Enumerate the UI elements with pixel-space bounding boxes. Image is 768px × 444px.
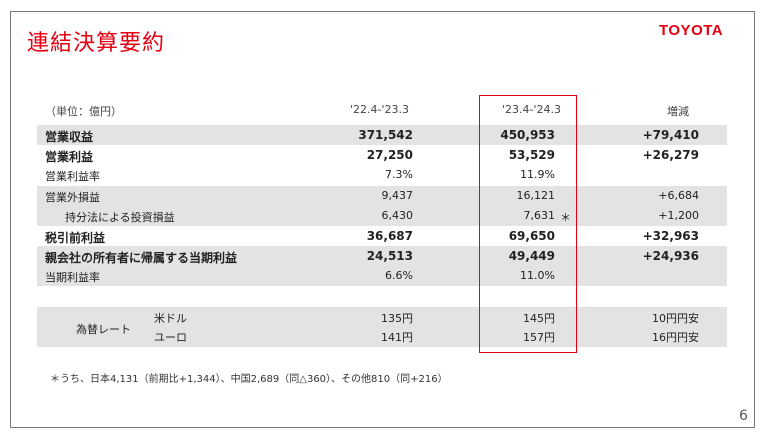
fx-usd-prev: 135円 [381,312,413,325]
row-change-value: +26,279 [642,148,699,162]
row-label: 持分法による投資損益 [65,211,175,224]
row-label: 親会社の所有者に帰属する当期利益 [45,251,238,265]
row-change-value: +32,963 [642,229,699,243]
fx-usd-change: 10円円安 [652,312,699,325]
footnote-mark: ＊ [560,211,571,224]
row-label: 営業外損益 [45,191,100,204]
row-change-value: +1,200 [658,209,699,222]
row-label: 営業利益 [45,150,94,164]
header-change: 増減 [667,105,689,118]
row-change-value: +6,684 [658,189,699,202]
page-number: 6 [739,408,748,424]
row-current-value: 7,631 [523,209,556,222]
row-current-value: 16,121 [516,189,556,202]
table-header: （単位：億円） '22.4-'23.3 '23.4-'24.3 増減 [37,100,727,120]
row-prev-value: 27,250 [366,148,413,162]
row-label: 税引前利益 [45,231,106,245]
fx-eur-label: ユーロ [154,331,187,344]
row-current-value: 69,650 [508,229,555,243]
fx-eur-change: 16円円安 [652,331,699,344]
slide-title: 連結決算要約 [27,31,166,56]
header-prev-period: '22.4-'23.3 [349,103,409,116]
row-label: 当期利益率 [45,271,100,284]
row-prev-value: 7.3% [385,168,413,181]
table-row-operating-income: 営業利益 27,250 53,529 +26,279 [37,145,727,165]
fx-usd-current: 145円 [523,312,555,325]
row-prev-value: 6.6% [385,269,413,282]
table-row-net-income: 親会社の所有者に帰属する当期利益 24,513 49,449 +24,936 [37,246,727,266]
row-change-value: +79,410 [642,128,699,142]
table-row-operating-margin: 営業利益率 7.3% 11.9% [37,165,727,185]
row-current-value: 11.9% [520,168,555,181]
row-label: 営業利益率 [45,170,100,183]
row-prev-value: 36,687 [366,229,413,243]
row-current-value: 49,449 [508,249,555,263]
row-change-value: +24,936 [642,249,699,263]
toyota-logo: TOYOTA [659,22,724,39]
row-prev-value: 371,542 [358,128,413,142]
row-prev-value: 9,437 [381,189,414,202]
unit-label: （単位：億円） [45,105,122,118]
row-current-value: 11.0% [520,269,555,282]
fx-eur-prev: 141円 [381,331,413,344]
table-row-net-margin: 当期利益率 6.6% 11.0% [37,266,727,286]
table-row-equity-method: 持分法による投資損益 6,430 7,631 ＊ +1,200 [37,206,727,226]
header-current-period: '23.4-'24.3 [501,103,561,116]
row-current-value: 53,529 [508,148,555,162]
footnote: ＊うち、日本4,131（前期比+1,344）、中国2,689（同△360）、その… [50,374,448,385]
fx-rate-block: 為替レート 米ドル 135円 145円 10円円安 ユーロ 141円 157円 … [37,307,727,347]
table-row-non-operating: 営業外損益 9,437 16,121 +6,684 [37,186,727,206]
table-row-operating-revenue: 営業収益 371,542 450,953 +79,410 [37,125,727,145]
row-prev-value: 6,430 [381,209,414,222]
fx-label: 為替レート [76,323,131,336]
row-label: 営業収益 [45,130,94,144]
row-prev-value: 24,513 [366,249,413,263]
table-row-pretax-income: 税引前利益 36,687 69,650 +32,963 [37,226,727,246]
fx-eur-current: 157円 [523,331,555,344]
fx-usd-label: 米ドル [154,312,187,325]
row-current-value: 450,953 [500,128,555,142]
